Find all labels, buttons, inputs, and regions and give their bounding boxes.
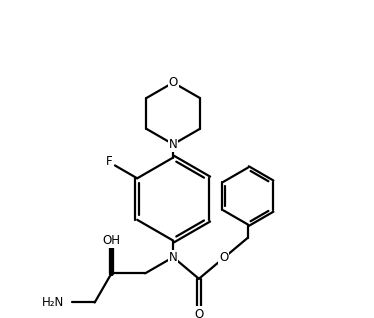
Text: N: N xyxy=(169,138,178,151)
Text: O: O xyxy=(194,308,203,318)
Text: O: O xyxy=(169,76,178,89)
Text: OH: OH xyxy=(102,234,120,247)
Text: H₂N: H₂N xyxy=(42,296,64,309)
Text: F: F xyxy=(105,156,112,169)
Text: O: O xyxy=(219,252,229,265)
Text: N: N xyxy=(169,251,178,264)
